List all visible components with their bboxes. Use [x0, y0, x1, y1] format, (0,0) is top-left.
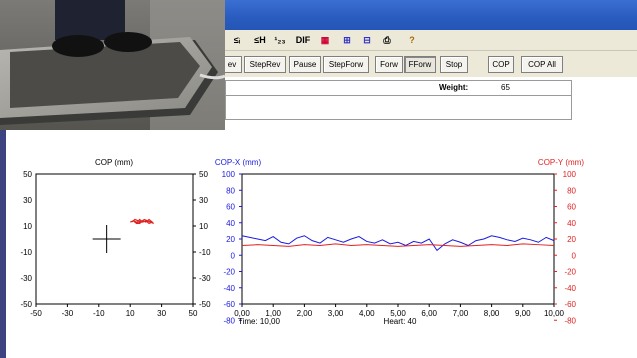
grid-icon[interactable]: ⊞	[343, 35, 351, 45]
cop-y-tick-label-left: 10	[23, 222, 32, 231]
cop-y-tick-label-right: 10	[199, 222, 208, 231]
cop-trace-line	[129, 218, 154, 225]
cop-y-axis-label: COP-Y (mm)	[538, 158, 584, 167]
cop-chart: COP (mm) -50 -30 -10 10 30 50 50 30 10 -10 -30 -50…	[20, 158, 211, 318]
cop-y-tick-label-right: 30	[199, 196, 208, 205]
timeseries-plot-area	[241, 173, 555, 305]
playback-toolbar: ev StepRev Pause StepForw Forw FForw Sto…	[200, 51, 637, 77]
cop-all-button[interactable]: COP All	[521, 56, 563, 73]
ts-x-tick-label: 9,00	[515, 309, 531, 318]
cop-x-tick-label: 50	[189, 309, 198, 318]
icon-toolbar: ≤ᵢ ≤H ¹₂₃ DIF ▦ ⊞ ⊟ ⎙ ?	[200, 30, 637, 51]
print-icon[interactable]: ⎙	[383, 35, 391, 45]
title-bar	[200, 0, 637, 30]
cop-y-tick-label-left: 50	[23, 170, 32, 179]
ts-y-tick-label-right: -40	[564, 284, 576, 293]
cop-y-series-line	[241, 243, 555, 247]
help-icon[interactable]: ?	[409, 35, 415, 45]
chart-icon[interactable]: ▦	[320, 35, 330, 45]
sort-desc-icon[interactable]: ≤H	[254, 35, 266, 45]
ts-x-tick-label: 4,00	[359, 309, 375, 318]
ts-x-tick-label: 7,00	[453, 309, 469, 318]
weight-label: Weight:	[439, 83, 469, 92]
ts-y-tick-label-left: 0	[231, 251, 236, 260]
cop-x-tick-label: -10	[93, 309, 105, 318]
info-panel: Weight: 65	[225, 80, 572, 120]
forw-button[interactable]: Forw	[375, 56, 403, 73]
cop-y-tick-label-left: -30	[20, 274, 32, 283]
ts-y-tick-label-left: 40	[226, 219, 235, 228]
pause-button[interactable]: Pause	[289, 56, 321, 73]
force-plate-photo	[0, 0, 225, 130]
cop-y-tick-label-right: -30	[199, 274, 211, 283]
ts-y-tick-label-left: 60	[226, 203, 235, 212]
ts-y-tick-label-right: 100	[563, 170, 577, 179]
ts-y-tick-label-left: -40	[223, 284, 235, 293]
sort-asc-icon[interactable]: ≤ᵢ	[233, 35, 241, 45]
ts-y-tick-label-right: 0	[572, 251, 577, 260]
cop-y-tick-label-right: -10	[199, 248, 211, 257]
cop-y-tick-label-left: -10	[20, 248, 32, 257]
cop-y-tick-label-left: -50	[20, 300, 32, 309]
cop-x-series-line	[241, 235, 555, 252]
weight-value: 65	[501, 83, 510, 92]
info-row: Weight: 65	[226, 81, 571, 96]
ts-y-tick-label-left: -20	[223, 268, 235, 277]
stop-button[interactable]: Stop	[440, 56, 468, 73]
photo-drawing	[0, 0, 225, 130]
cop-y-tick-label-right: 50	[199, 170, 208, 179]
ts-y-tick-label-left: 80	[226, 186, 235, 195]
ts-y-tick-label-right: 60	[567, 203, 576, 212]
cop-x-tick-label: -30	[62, 309, 74, 318]
cop-chart-title: COP (mm)	[95, 158, 133, 167]
ts-x-tick-label: 2,00	[297, 309, 313, 318]
step-back-button[interactable]: ev	[222, 56, 242, 73]
dif-icon[interactable]: DIF	[295, 35, 311, 45]
ts-y-tick-label-left: 20	[226, 235, 235, 244]
ts-x-tick-label: 3,00	[328, 309, 344, 318]
cop-y-tick-label-left: 30	[23, 196, 32, 205]
cop-button[interactable]: COP	[488, 56, 514, 73]
ts-y-tick-label-right: 80	[567, 186, 576, 195]
cop-xy-chart: COP-X (mm) COP-Y (mm) 0,00 1,00 2,00 3,00 4,…	[215, 158, 584, 326]
cop-y-tick-label-right: -50	[199, 300, 211, 309]
ts-y-tick-label-left: 100	[222, 170, 236, 179]
heart-readout: Heart: 40	[384, 317, 417, 326]
ts-y-tick-label-right: -60	[564, 300, 576, 309]
ts-y-tick-label-left: -60	[223, 300, 235, 309]
sort-num-icon[interactable]: ¹₂₃	[274, 35, 286, 45]
ts-x-tick-label: 6,00	[421, 309, 437, 318]
cop-x-axis-label: COP-X (mm)	[215, 158, 262, 167]
ts-x-tick-label: 5,00	[390, 309, 406, 318]
cop-x-tick-label: 10	[126, 309, 135, 318]
ts-x-tick-label: 0,00	[234, 309, 250, 318]
fforw-button[interactable]: FForw	[404, 56, 436, 73]
time-readout: Time: 10,00	[238, 317, 280, 326]
step-forw-button[interactable]: StepForw	[323, 56, 369, 73]
ts-x-tick-label: 10,00	[544, 309, 565, 318]
ts-y-tick-label-right: 20	[567, 235, 576, 244]
ts-y-tick-label-right: 40	[567, 219, 576, 228]
ts-y-tick-label-left: -80	[223, 316, 235, 325]
ts-x-tick-label: 1,00	[265, 309, 281, 318]
ts-y-tick-label-right: -80	[564, 316, 576, 325]
cop-x-tick-label: 30	[157, 309, 166, 318]
left-accent-bar	[0, 0, 6, 358]
cop-x-tick-label: -50	[30, 309, 42, 318]
ts-x-tick-label: 8,00	[484, 309, 500, 318]
step-rev-button[interactable]: StepRev	[244, 56, 286, 73]
table-icon[interactable]: ⊟	[363, 35, 371, 45]
ts-y-tick-label-right: -20	[564, 268, 576, 277]
